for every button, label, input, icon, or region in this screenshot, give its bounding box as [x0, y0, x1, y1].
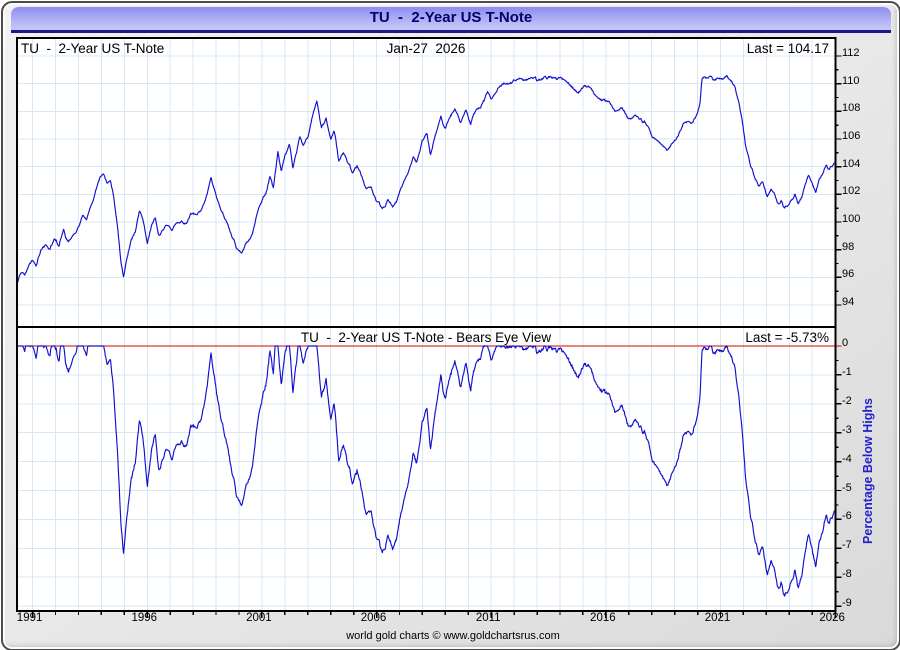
year-axis-tick-label: 2006 [360, 612, 387, 624]
drawdown-axis-tick-label: -7 [842, 539, 852, 552]
footer-credit: world gold charts © www.goldchartsrus.co… [346, 630, 560, 642]
price-axis-tick-label: 112 [842, 47, 860, 59]
drawdown-axis-tick-label: -6 [842, 510, 852, 523]
price-series-line [18, 75, 835, 284]
chart-frame [16, 37, 837, 612]
price-axis-tick-label: 102 [842, 185, 861, 198]
price-axis-tick-label: 104 [842, 157, 861, 170]
window-titlebar: TU - 2-Year US T-Note [11, 6, 891, 33]
year-axis-tick-label: 2001 [246, 612, 272, 624]
drawdown-axis-tick-label: -3 [842, 423, 852, 436]
drawdown-axis-tick-label: -4 [842, 452, 852, 465]
drawdown-axis-tick-label: -8 [842, 568, 852, 581]
bottom-panel-last-value: Last = -5.73% [745, 330, 829, 345]
price-axis-tick-label: 108 [842, 102, 861, 115]
price-axis-tick-label: 94 [842, 296, 855, 309]
drawdown-axis-tick-label: 0 [842, 337, 849, 349]
window-title: TU - 2-Year US T-Note [369, 9, 533, 26]
percentage-below-highs-axis-label: Percentage Below Highs [861, 398, 875, 544]
year-axis-tick-label: 1996 [131, 612, 158, 624]
price-axis-tick-label: 100 [842, 213, 861, 226]
year-axis-tick-label: 2021 [704, 612, 731, 624]
price-axis-tick-label: 110 [842, 74, 860, 87]
year-axis-tick-label: 2011 [475, 612, 501, 624]
drawdown-axis-tick-label: -1 [842, 365, 852, 378]
chart-canvas [16, 37, 842, 618]
bottom-panel-title: TU - 2-Year US T-Note - Bears Eye View [300, 330, 552, 345]
drawdown-series-line [18, 345, 835, 597]
year-axis-tick-label: 2026 [819, 612, 845, 624]
price-axis-tick-label: 106 [842, 130, 861, 142]
top-panel-date: Jan-27 2026 [386, 41, 466, 56]
drawdown-axis-tick-label: -9 [842, 597, 852, 610]
price-axis-tick-label: 96 [842, 268, 855, 281]
year-axis-tick-label: 2016 [590, 612, 616, 624]
year-axis-tick-label: 1991 [16, 612, 43, 624]
price-axis-tick-label: 98 [842, 240, 855, 253]
top-panel-title: TU - 2-Year US T-Note [21, 41, 165, 56]
drawdown-axis-tick-label: -2 [842, 394, 852, 407]
drawdown-axis-tick-label: -5 [842, 481, 852, 494]
top-panel-last-value: Last = 104.17 [746, 41, 829, 56]
